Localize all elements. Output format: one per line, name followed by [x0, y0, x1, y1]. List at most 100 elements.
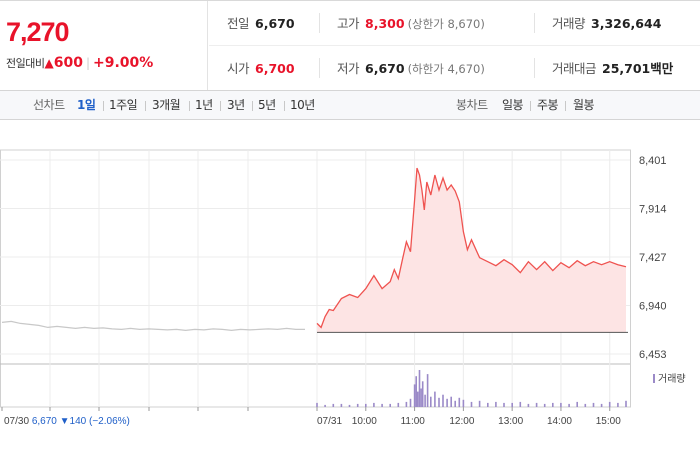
x-tick-label: 12:00	[449, 416, 474, 427]
stat-label: 저가	[337, 61, 360, 76]
stat-volume: 거래량 3,326,644	[552, 1, 661, 46]
volume-bar	[413, 384, 416, 407]
volume-bar	[316, 402, 318, 407]
chart-grid	[0, 149, 631, 411]
volume-bars	[316, 370, 627, 408]
volume-legend-swatch	[653, 374, 655, 383]
tab-3m[interactable]: 3개월	[152, 98, 181, 112]
stat-value: 3,326,644	[591, 16, 662, 31]
volume-bar	[424, 394, 426, 407]
tab-10y[interactable]: 10년	[290, 98, 315, 112]
y-tick-label: 7,427	[639, 252, 667, 264]
x-tick-label: 13:00	[498, 416, 523, 427]
today-price-line	[316, 167, 627, 329]
volume-bar	[527, 403, 530, 407]
volume-bar	[426, 374, 429, 407]
x-tick-label: 10:00	[352, 416, 377, 427]
tab-weekly-candle[interactable]: 주봉	[537, 98, 559, 112]
volume-bar	[415, 376, 417, 407]
stat-label: 시가	[227, 61, 250, 76]
volume-bar	[458, 397, 461, 408]
divider	[534, 13, 535, 33]
volume-bar	[625, 400, 627, 407]
x-tick-label: 11:00	[401, 416, 426, 427]
volume-bar	[495, 401, 497, 407]
x-tick-label: 14:00	[547, 416, 572, 427]
tab-5y[interactable]: 5년	[258, 98, 276, 112]
down-triangle-icon: ▼	[60, 416, 70, 427]
current-price: 7,270	[6, 17, 70, 47]
divider	[319, 13, 320, 33]
prev-day-price-line	[1, 320, 305, 332]
x-tick-label: 07/31	[317, 416, 342, 427]
volume-bar	[332, 403, 335, 407]
prev-day-date: 07/30	[4, 416, 32, 427]
volume-bar	[608, 401, 611, 407]
tab-separator	[252, 101, 253, 111]
volume-bar	[535, 402, 538, 407]
change-value: 600	[53, 55, 83, 71]
tab-1y[interactable]: 1년	[195, 98, 213, 112]
divider	[534, 58, 535, 78]
x-tick-label: 15:00	[596, 416, 621, 427]
volume-bar	[543, 403, 546, 407]
stat-label: 거래대금	[552, 61, 597, 76]
stat-prev-close: 전일 6,670	[227, 1, 295, 46]
stat-low: 저가 6,670 (하한가 4,670)	[337, 46, 485, 91]
price-summary: 7,270 전일대비▲600 | +9.00% 전일 6,670 고가 8,300 (상한…	[0, 0, 700, 91]
y-tick-label: 7,914	[639, 204, 667, 216]
tab-separator	[530, 101, 531, 111]
intraday-price-chart: 8,401 7,914 7,427 6,940 6,453 거래량 07/31 10:00…	[0, 149, 686, 427]
prev-day-info: 07/30 6,670 ▼140 (−2.06%)	[4, 416, 130, 427]
tab-1d[interactable]: 1일	[77, 98, 96, 112]
chart-tabbar: 선차트 1일 1주일 3개월 1년 3년 5년 10년 봉차트 일봉 주봉 월봉	[0, 90, 700, 120]
divider: |	[85, 56, 90, 70]
volume-bar	[568, 403, 570, 407]
stat-sub: (상한가 8,670)	[407, 17, 485, 31]
tab-monthly-candle[interactable]: 월봉	[573, 98, 595, 112]
volume-bar	[478, 400, 481, 407]
prev-day-close: 6,670	[32, 416, 60, 427]
stat-value: 6,700	[255, 61, 295, 76]
volume-bar	[340, 403, 343, 407]
tab-3y[interactable]: 3년	[227, 98, 245, 112]
stat-value: 6,670	[255, 16, 295, 31]
volume-bar	[454, 400, 456, 407]
volume-bar	[348, 404, 351, 407]
change-row: 전일대비▲600 | +9.00%	[6, 55, 153, 71]
y-tick-label: 6,940	[639, 301, 667, 313]
volume-bar	[446, 398, 448, 407]
stat-open: 시가 6,700	[227, 46, 295, 91]
line-chart-label: 선차트	[33, 98, 65, 112]
volume-legend-label: 거래량	[658, 373, 686, 385]
volume-bar	[438, 397, 440, 408]
volume-bar	[470, 401, 473, 407]
prev-day-change: 140	[70, 416, 89, 427]
divider	[319, 58, 320, 78]
stat-high: 고가 8,300 (상한가 8,670)	[337, 1, 485, 46]
price-box: 7,270 전일대비▲600 | +9.00%	[0, 1, 208, 91]
volume-legend: 거래량	[653, 373, 686, 385]
volume-bar	[519, 401, 522, 407]
change-rate: +9.00%	[93, 55, 154, 71]
volume-bar	[324, 404, 326, 407]
tab-separator	[145, 101, 146, 111]
y-tick-label: 6,453	[639, 349, 667, 361]
stat-value: 25,701	[602, 61, 651, 76]
up-triangle-icon: ▲	[44, 56, 54, 70]
volume-bar	[365, 403, 367, 407]
tab-1w[interactable]: 1주일	[109, 98, 138, 112]
volume-bar	[503, 402, 505, 407]
volume-bar	[418, 370, 421, 407]
volume-bar	[356, 403, 359, 407]
volume-bar	[600, 403, 603, 407]
stat-amount: 거래대금 25,701백만	[552, 46, 673, 91]
volume-bar	[552, 402, 554, 407]
change-label: 전일대비	[6, 57, 45, 70]
tab-daily-candle[interactable]: 일봉	[502, 98, 524, 112]
volume-bar	[430, 396, 432, 407]
y-tick-label: 8,401	[639, 155, 667, 167]
stat-unit: 백만	[650, 61, 674, 76]
volume-bar	[373, 402, 375, 407]
y-axis-labels: 8,401 7,914 7,427 6,940 6,453	[639, 155, 667, 361]
